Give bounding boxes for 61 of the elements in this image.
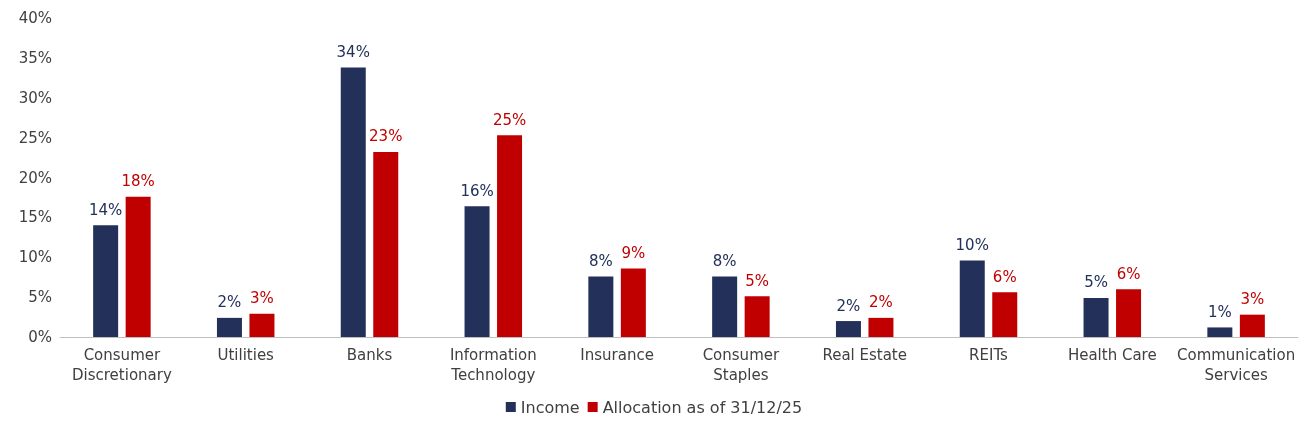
- data-label: 6%: [1116, 264, 1141, 283]
- x-tick-label: Health Care: [1067, 346, 1157, 364]
- bar: [712, 276, 738, 337]
- y-tick-label: 10%: [18, 248, 52, 267]
- data-label: 3%: [1240, 290, 1265, 309]
- y-tick-label: 5%: [28, 288, 52, 307]
- data-label: 16%: [460, 181, 494, 200]
- y-tick-label: 20%: [18, 168, 52, 187]
- data-label: 14%: [88, 200, 123, 219]
- data-label: 8%: [588, 251, 613, 270]
- y-tick-label: 25%: [18, 128, 52, 147]
- y-tick-label: 40%: [18, 9, 52, 27]
- bar: [959, 260, 985, 337]
- data-label: 10%: [955, 235, 989, 254]
- bar: [373, 151, 399, 337]
- data-label: 5%: [1084, 273, 1108, 292]
- y-tick-label: 15%: [18, 208, 52, 227]
- y-tick-label: 30%: [18, 88, 52, 107]
- bar: [744, 296, 770, 337]
- bar: [497, 135, 523, 337]
- data-label: 18%: [121, 172, 155, 191]
- bar: [620, 268, 646, 337]
- bar: [992, 292, 1018, 337]
- x-tick-label: Consumer Discretionary: [71, 346, 172, 384]
- x-tick-label: Information Technology: [449, 346, 537, 384]
- data-label: 3%: [250, 289, 274, 308]
- bar: [588, 276, 614, 337]
- data-label: 8%: [712, 251, 737, 270]
- data-label: 2%: [836, 296, 861, 315]
- x-tick-label: Communication Services: [1176, 346, 1296, 384]
- bar: [1207, 327, 1233, 337]
- bar: [1239, 314, 1265, 337]
- bar: [868, 317, 894, 337]
- y-tick-label: 35%: [18, 48, 52, 67]
- bar: [249, 313, 275, 337]
- x-tick-label: Banks: [346, 346, 393, 364]
- bar: [1083, 297, 1109, 337]
- data-label: 6%: [992, 267, 1017, 286]
- data-label: 5%: [745, 271, 770, 290]
- data-label: 2%: [217, 293, 242, 312]
- x-tick-label: Real Estate: [822, 346, 907, 364]
- bar: [464, 206, 490, 337]
- bar: [93, 225, 119, 337]
- bar: [1116, 289, 1142, 337]
- bar: [125, 196, 151, 337]
- bar: [835, 321, 861, 337]
- x-tick-label: Utilities: [217, 346, 275, 364]
- legend-label: Allocation as of 31/12/25: [602, 397, 803, 417]
- data-label: 2%: [869, 293, 893, 312]
- bar: [340, 67, 366, 337]
- data-label: 1%: [1207, 302, 1232, 321]
- x-tick-label: Insurance: [580, 346, 654, 364]
- x-tick-label: Consumer Staples: [702, 346, 780, 384]
- legend-label: Income: [520, 397, 580, 417]
- x-tick-label: REITs: [969, 346, 1009, 364]
- data-label: 25%: [492, 110, 527, 129]
- data-label: 23%: [369, 127, 403, 146]
- bar: [216, 317, 242, 337]
- y-tick-label: 0%: [28, 328, 52, 346]
- data-label: 34%: [336, 42, 370, 61]
- data-label: 9%: [621, 243, 646, 262]
